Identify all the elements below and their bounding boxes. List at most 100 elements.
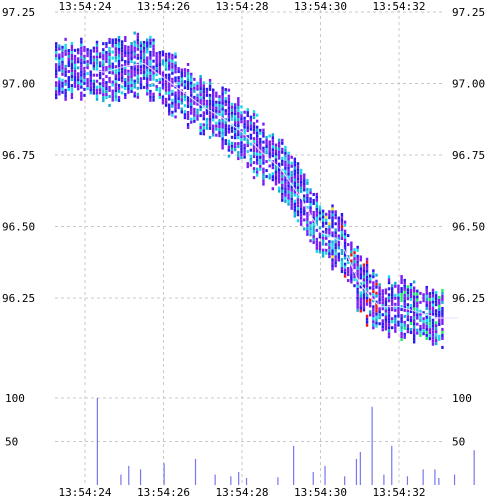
heatmap-cell <box>262 173 265 177</box>
heatmap-cell <box>318 205 322 209</box>
heatmap-cell <box>431 312 435 316</box>
heatmap-cell <box>255 128 259 132</box>
heatmap-cell <box>309 188 312 192</box>
heatmap-cell <box>136 77 140 81</box>
heatmap-cell <box>212 94 215 98</box>
heatmap-cell <box>174 100 177 104</box>
heatmap-cell <box>186 86 190 90</box>
heatmap-cell <box>108 85 111 89</box>
heatmap-cell <box>76 75 80 79</box>
heatmap-cell <box>164 97 168 101</box>
heatmap-cell <box>190 108 193 112</box>
heatmap-cell <box>190 99 193 103</box>
heatmap-cell <box>152 83 155 87</box>
heatmap-cell <box>277 156 281 160</box>
heatmap-cell <box>64 49 67 53</box>
heatmap-cell <box>117 86 121 90</box>
heatmap-cell <box>309 200 312 204</box>
heatmap-cell <box>293 190 297 194</box>
volume-bar <box>391 445 393 485</box>
heatmap-cell <box>431 327 435 331</box>
heatmap-cell <box>161 98 165 102</box>
heatmap-cell <box>95 55 99 59</box>
heatmap-cell <box>202 132 205 136</box>
heatmap-cell <box>331 213 334 217</box>
heatmap-cell <box>130 78 133 82</box>
heatmap-cell <box>249 124 253 128</box>
heatmap-cell <box>233 133 237 137</box>
heatmap-cell <box>127 69 130 73</box>
heatmap-cell <box>130 75 133 79</box>
heatmap-cell <box>359 255 362 259</box>
heatmap-cell <box>215 100 218 104</box>
heatmap-cell <box>124 69 127 73</box>
heatmap-cell <box>394 326 397 330</box>
heatmap-cell <box>375 312 378 316</box>
heatmap-cell <box>419 333 422 337</box>
heatmap-cell <box>164 58 168 62</box>
heatmap-cell <box>55 42 58 46</box>
heatmap-cell <box>117 56 121 60</box>
heatmap-cell <box>425 285 428 289</box>
heatmap-cell <box>246 114 249 118</box>
heatmap-cell <box>190 120 193 124</box>
heatmap-cell <box>168 73 171 77</box>
heatmap-cell <box>312 219 315 223</box>
heatmap-cell <box>409 331 413 335</box>
heatmap-cell <box>425 330 428 334</box>
heatmap-cell <box>265 139 268 143</box>
heatmap-cell <box>227 154 231 158</box>
heatmap-cell <box>350 274 353 278</box>
heatmap-cell <box>390 296 394 300</box>
heatmap-cell <box>412 328 416 332</box>
heatmap-cell <box>208 87 212 91</box>
heatmap-cell <box>146 50 149 54</box>
heatmap-cell <box>343 268 347 272</box>
heatmap-cell <box>428 292 432 296</box>
heatmap-cell <box>340 218 344 222</box>
vol-y-tick-left: 100 <box>5 392 25 405</box>
heatmap-cell <box>199 102 202 106</box>
heatmap-cell <box>205 111 209 115</box>
heatmap-cell <box>73 75 77 79</box>
heatmap-cell <box>353 266 356 270</box>
heatmap-cell <box>230 144 234 148</box>
heatmap-cell <box>306 205 309 209</box>
heatmap-cell <box>293 205 297 209</box>
heatmap-cell <box>293 193 297 197</box>
heatmap-cell <box>394 308 397 312</box>
heatmap-cell <box>340 248 344 252</box>
heatmap-cell <box>73 78 77 82</box>
heatmap-cell <box>416 313 419 317</box>
heatmap-cell <box>102 81 105 85</box>
heatmap-cell <box>168 85 171 89</box>
heatmap-cell <box>400 323 403 327</box>
heatmap-cell <box>306 178 309 182</box>
heatmap-cell <box>403 314 406 318</box>
heatmap-cell <box>193 77 196 81</box>
heatmap-cell <box>117 53 121 57</box>
heatmap-cell <box>262 155 265 159</box>
heatmap-cell <box>92 82 96 86</box>
heatmap-cell <box>296 171 300 175</box>
heatmap-cell <box>202 102 205 106</box>
heatmap-cell <box>146 59 149 63</box>
heatmap-cell <box>142 52 146 56</box>
heatmap-cell <box>438 322 441 326</box>
heatmap-cell <box>259 155 262 159</box>
heatmap-cell <box>293 214 297 218</box>
heatmap-cell <box>146 41 149 45</box>
heatmap-cell <box>212 97 215 101</box>
heatmap-cell <box>80 58 83 62</box>
heatmap-cell <box>164 64 168 68</box>
heatmap-cell <box>350 277 353 281</box>
heatmap-cell <box>312 192 315 196</box>
heatmap-cell <box>146 44 149 48</box>
heatmap-cell <box>296 210 300 214</box>
heatmap-cell <box>127 45 130 49</box>
heatmap-cell <box>152 92 155 96</box>
heatmap-cell <box>117 68 121 72</box>
heatmap-cell <box>422 296 425 300</box>
heatmap-cell <box>58 44 61 48</box>
heatmap-cell <box>347 270 350 274</box>
